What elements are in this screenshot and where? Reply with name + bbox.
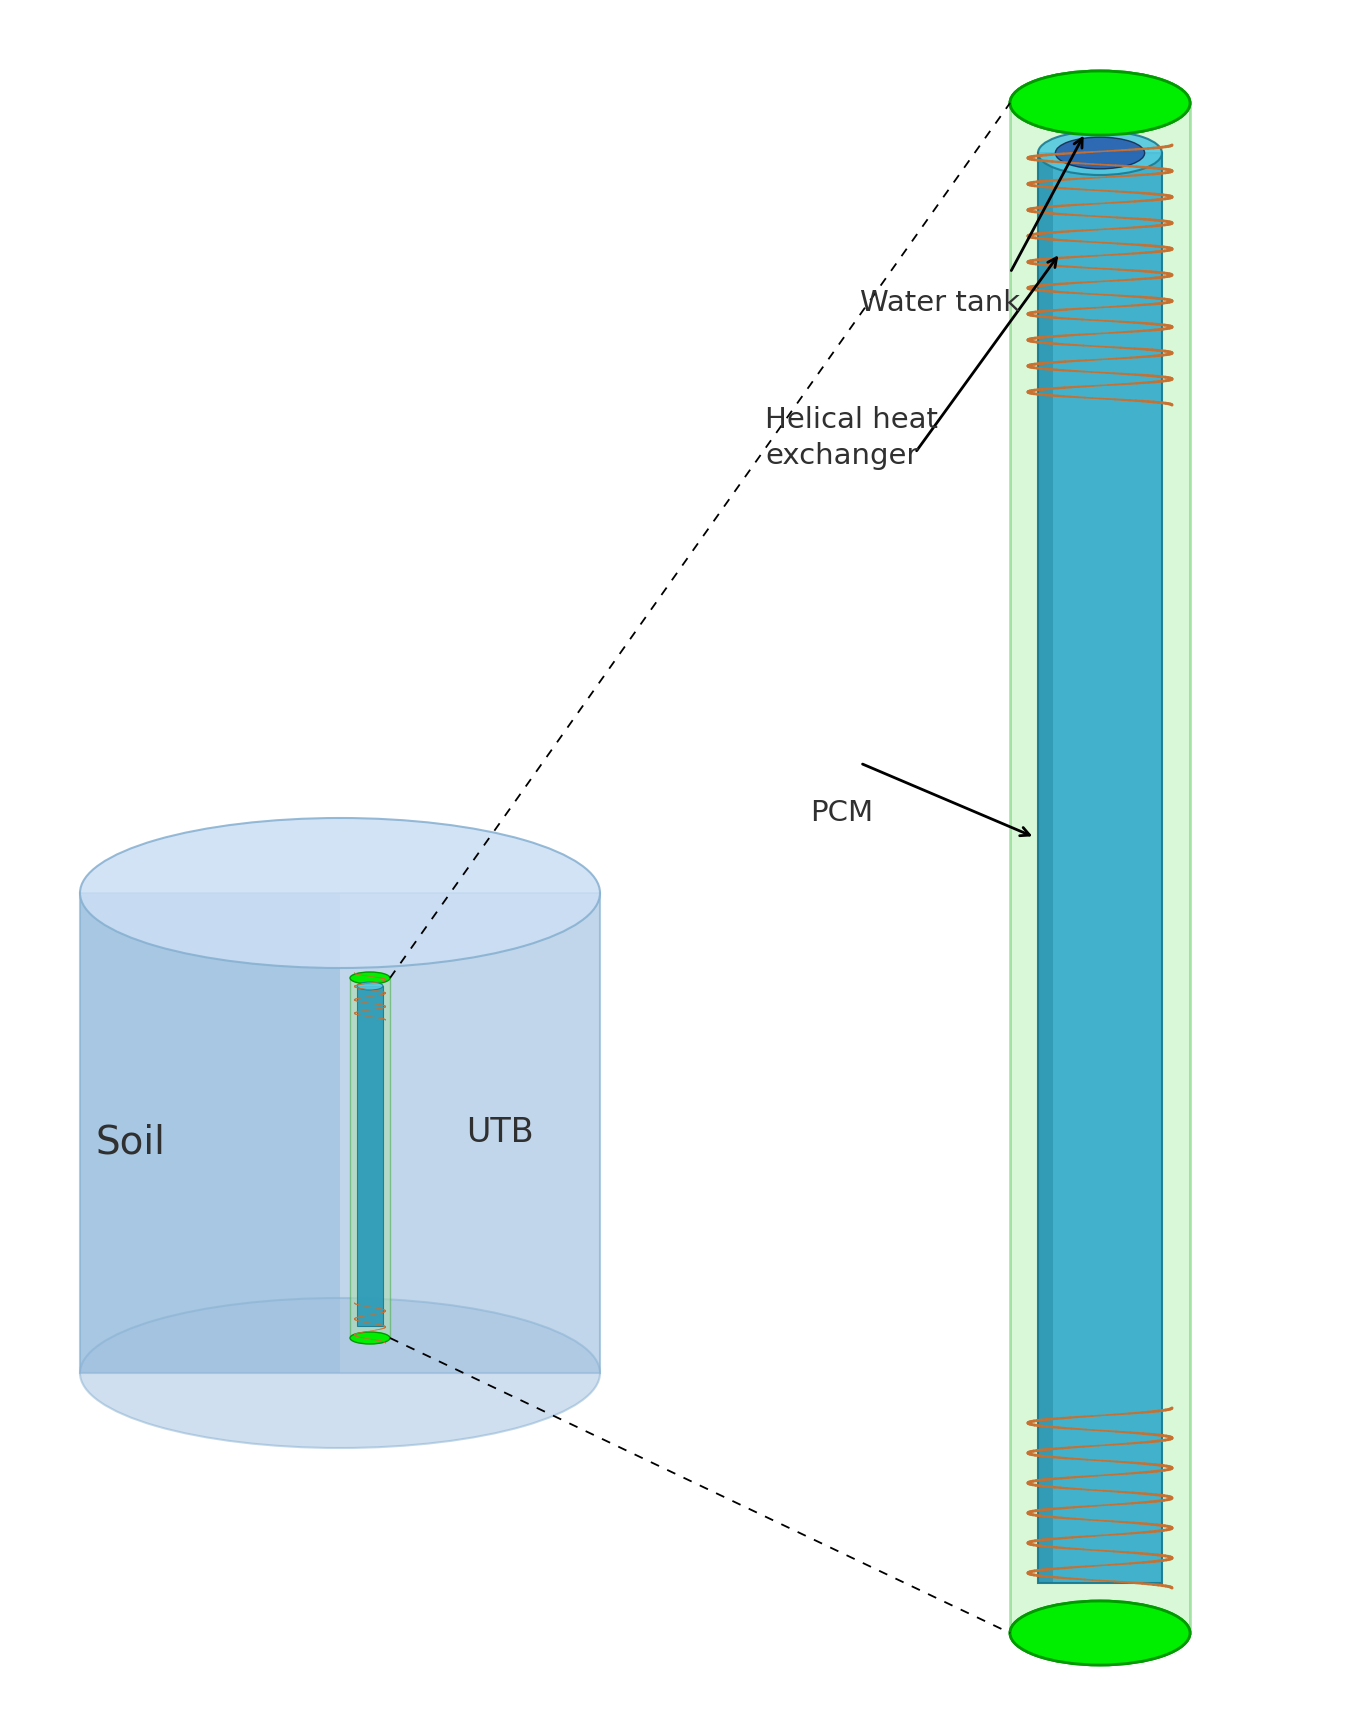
Text: UTB: UTB [466, 1117, 533, 1149]
Text: Soil: Soil [95, 1123, 165, 1161]
Text: Water tank: Water tank [860, 289, 1021, 317]
Ellipse shape [1056, 138, 1145, 169]
Ellipse shape [1010, 1601, 1189, 1664]
Polygon shape [350, 979, 390, 1339]
Polygon shape [80, 893, 340, 1373]
Ellipse shape [80, 1297, 599, 1447]
Ellipse shape [1010, 71, 1189, 134]
Ellipse shape [80, 818, 599, 968]
Ellipse shape [1038, 131, 1162, 176]
Polygon shape [1038, 153, 1053, 1583]
Polygon shape [1038, 153, 1162, 1583]
Polygon shape [1010, 103, 1189, 1633]
Ellipse shape [356, 982, 383, 991]
Ellipse shape [350, 972, 390, 984]
Ellipse shape [350, 1332, 390, 1344]
Polygon shape [80, 893, 599, 1373]
Ellipse shape [1010, 71, 1189, 134]
Text: PCM: PCM [810, 799, 873, 827]
Polygon shape [356, 986, 383, 1327]
Ellipse shape [1010, 1601, 1189, 1664]
Text: Helical heat
exchanger: Helical heat exchanger [765, 405, 938, 470]
